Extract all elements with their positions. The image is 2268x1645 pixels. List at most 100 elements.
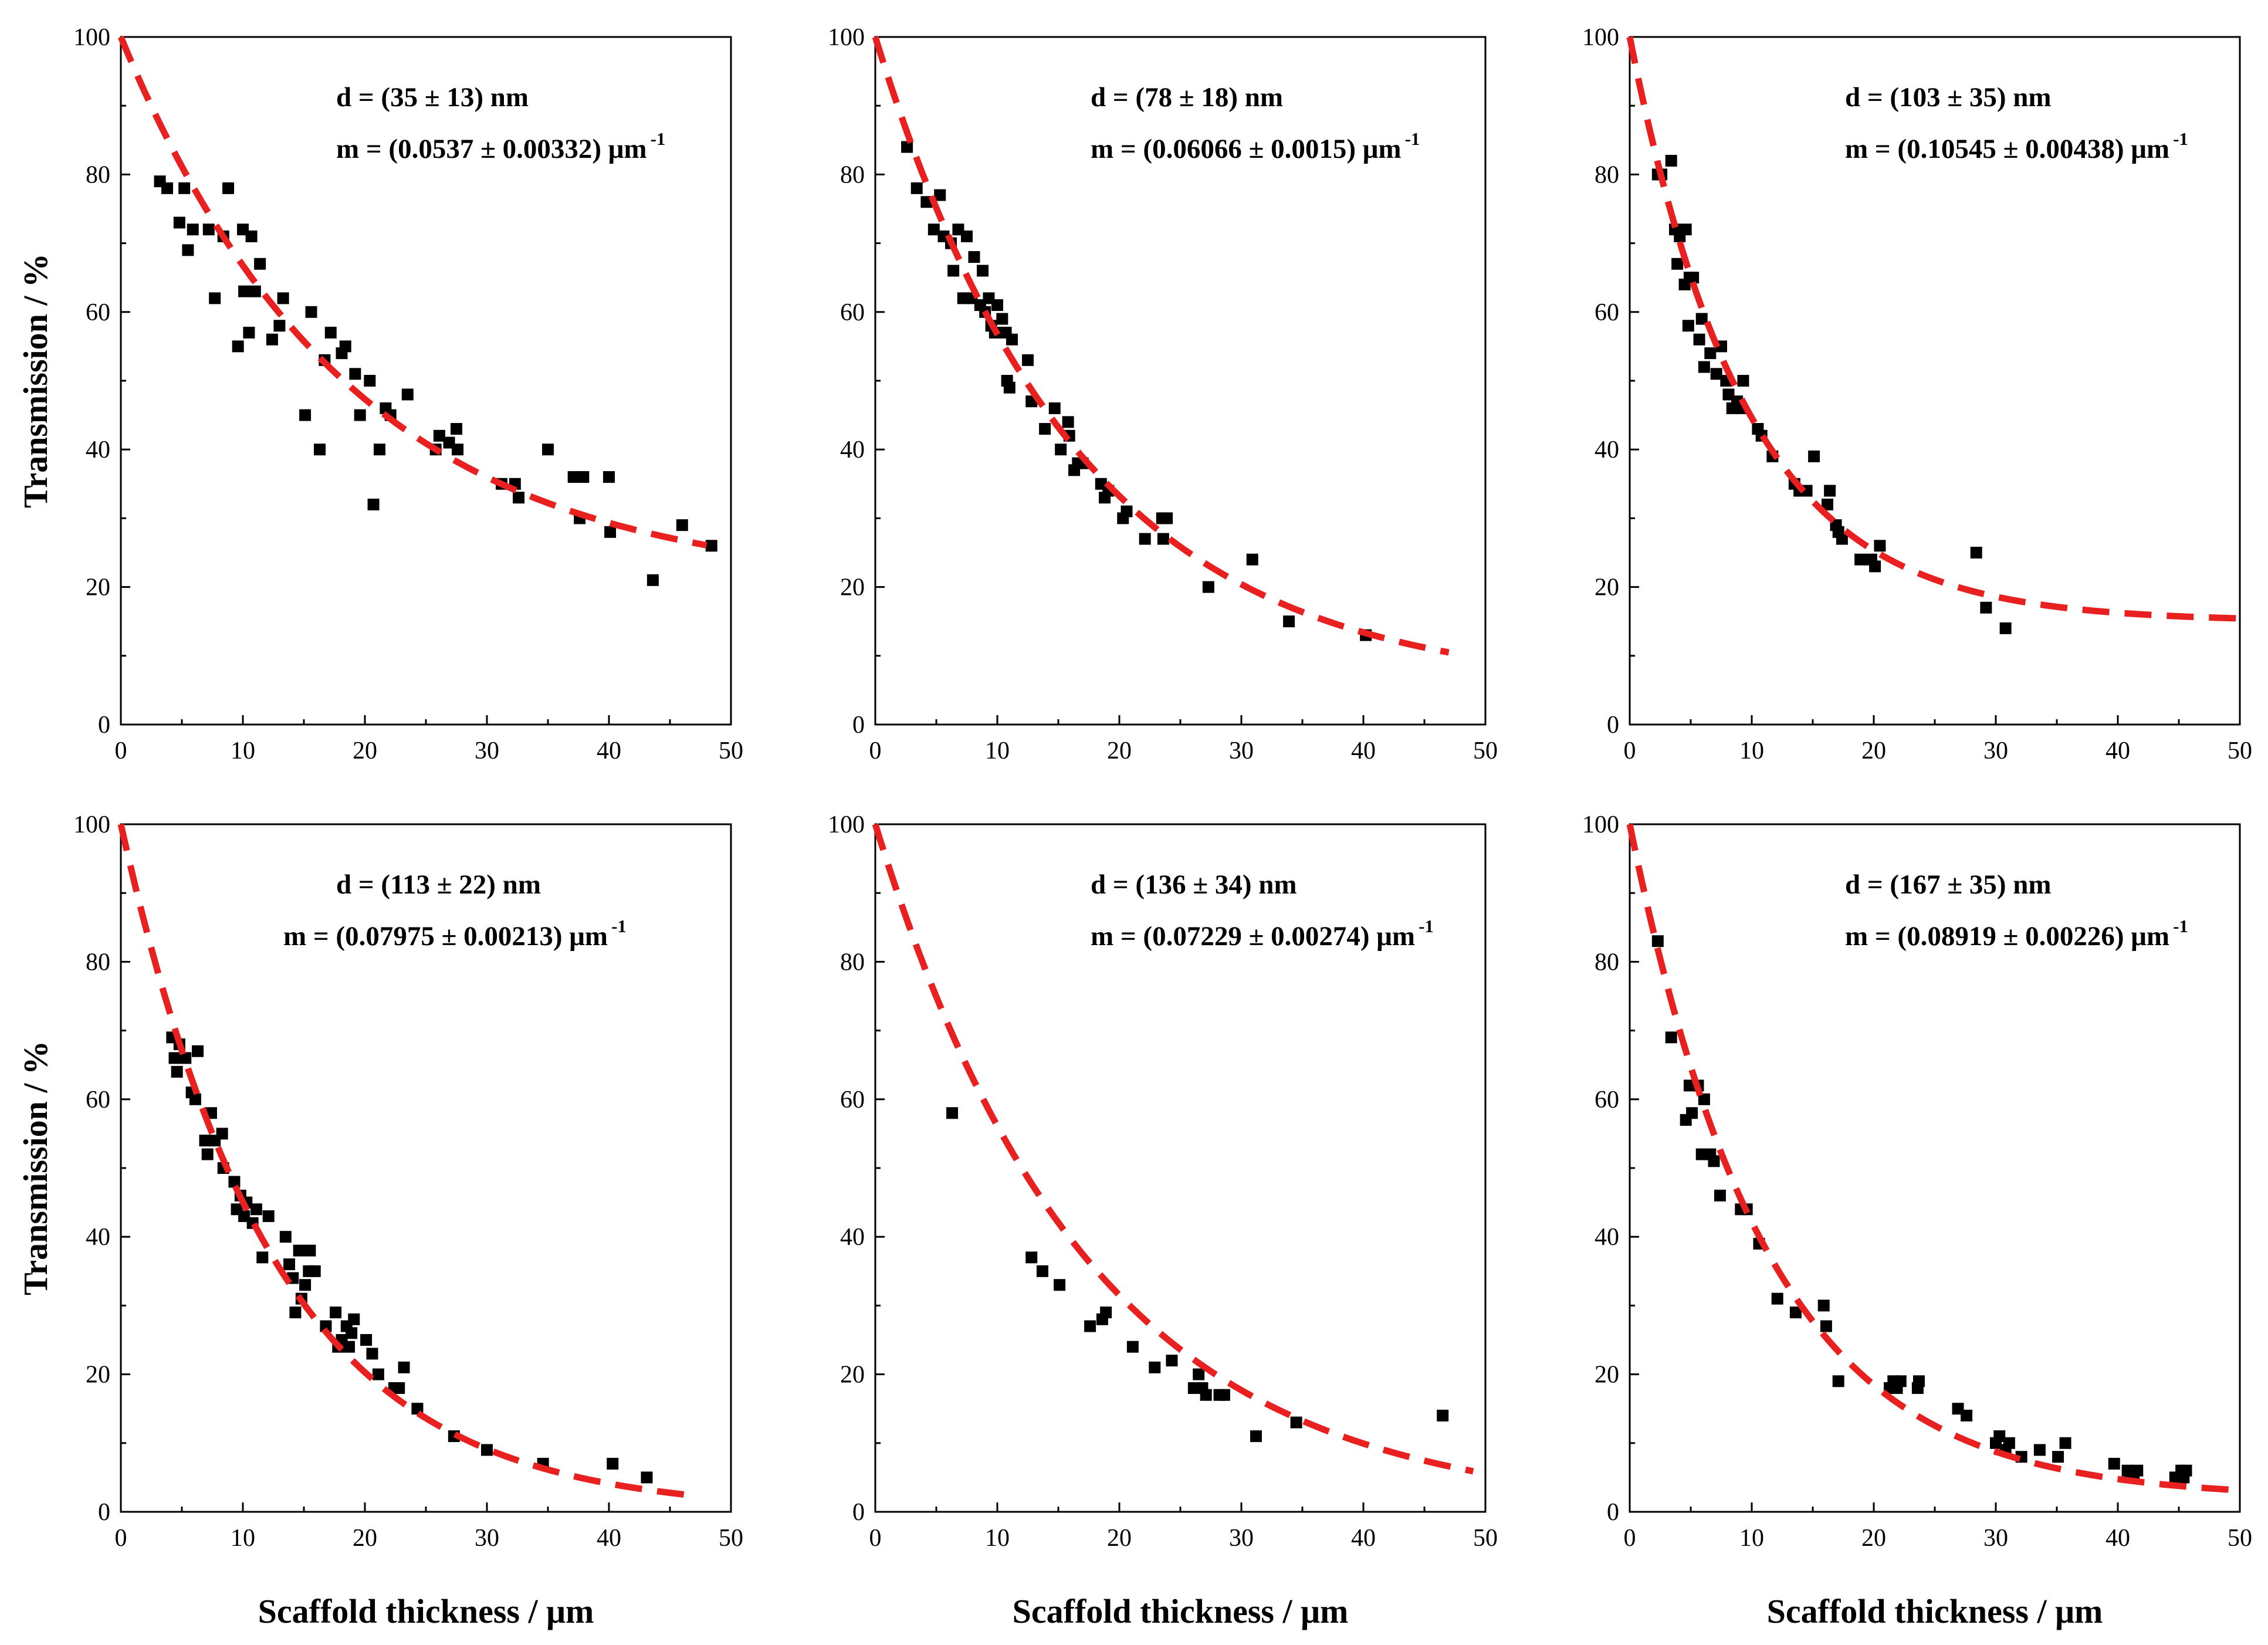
x-tick-label: 30 xyxy=(1983,737,2008,764)
x-tick-label: 0 xyxy=(1624,737,1636,764)
data-point xyxy=(1671,258,1684,270)
data-point xyxy=(324,326,337,339)
data-point xyxy=(339,340,351,353)
data-point xyxy=(1693,333,1705,346)
y-tick-label: 100 xyxy=(73,24,110,51)
x-tick-label: 50 xyxy=(719,1525,743,1552)
data-point xyxy=(192,1045,204,1057)
data-point xyxy=(1157,533,1169,545)
x-tick-label: 30 xyxy=(1229,737,1254,764)
fit-curve xyxy=(872,823,1474,1475)
data-point xyxy=(1100,1306,1112,1319)
data-point xyxy=(1121,505,1133,517)
annotation-slope-exponent: -1 xyxy=(1419,916,1434,936)
data-point xyxy=(646,574,659,586)
annotation-slope-exponent: -1 xyxy=(2173,128,2188,149)
annotation-slope: m = (0.08919 ± 0.00226) μm -1 xyxy=(1845,916,2188,952)
data-point xyxy=(1202,581,1214,593)
data-point xyxy=(1193,1368,1205,1380)
x-tick-label: 40 xyxy=(1351,1525,1376,1552)
data-point xyxy=(1687,272,1700,284)
data-point xyxy=(513,492,525,504)
data-point xyxy=(1149,1361,1161,1373)
y-tick-label: 20 xyxy=(840,1362,865,1389)
fit-curve xyxy=(872,36,1450,656)
x-tick-label: 20 xyxy=(1861,737,1886,764)
data-point xyxy=(364,375,376,387)
data-point xyxy=(1817,1299,1830,1312)
data-point xyxy=(641,1471,653,1484)
data-point xyxy=(173,216,185,229)
annotation-slope-exponent: -1 xyxy=(651,128,666,149)
annotation-slope: m = (0.07229 ± 0.00274) μm -1 xyxy=(1091,916,1434,952)
data-point xyxy=(1970,547,1982,559)
annotation-slope-text: m = (0.10545 ± 0.00438) μm xyxy=(1845,134,2169,164)
annotation-diameter: d = (78 ± 18) nm xyxy=(1091,82,1283,113)
data-point xyxy=(1006,333,1018,346)
annotation-slope-text: m = (0.07975 ± 0.00213) μm xyxy=(283,921,608,952)
data-point xyxy=(216,1128,228,1140)
x-tick-label: 40 xyxy=(2105,737,2130,764)
data-point xyxy=(254,258,266,270)
data-point xyxy=(901,141,913,153)
data-point xyxy=(1737,375,1749,387)
annotation-slope-text: m = (0.06066 ± 0.0015) μm xyxy=(1091,134,1402,164)
data-point xyxy=(349,368,361,380)
data-point xyxy=(977,265,989,277)
x-tick-label: 0 xyxy=(869,737,882,764)
data-point xyxy=(1290,1416,1302,1429)
y-tick-label: 100 xyxy=(828,811,865,838)
data-point xyxy=(2052,1451,2064,1463)
x-tick-label: 10 xyxy=(1739,1525,1764,1552)
data-point xyxy=(1869,560,1881,573)
data-point xyxy=(1062,416,1074,428)
data-point xyxy=(1682,320,1694,332)
y-tick-label: 100 xyxy=(73,811,110,838)
data-point xyxy=(398,1361,410,1373)
data-point xyxy=(1161,512,1173,524)
data-point xyxy=(250,1203,262,1216)
y-tick-label: 100 xyxy=(828,24,865,51)
x-tick-label: 10 xyxy=(231,1525,255,1552)
data-point xyxy=(178,182,191,194)
data-point xyxy=(2108,1457,2120,1470)
annotation-slope: m = (0.07975 ± 0.00213) μm -1 xyxy=(283,916,627,952)
data-point xyxy=(1055,444,1067,456)
y-tick-label: 40 xyxy=(1595,1224,1619,1251)
y-tick-label: 60 xyxy=(840,1086,865,1113)
y-tick-label: 0 xyxy=(1607,1499,1619,1526)
x-tick-label: 10 xyxy=(231,737,255,764)
data-point xyxy=(238,285,251,297)
y-axis-label: Transmission / % xyxy=(16,1041,55,1295)
data-point xyxy=(266,333,278,346)
x-tick-label: 0 xyxy=(115,1525,127,1552)
y-tick-label: 60 xyxy=(1595,1086,1619,1113)
data-point xyxy=(1980,601,1992,614)
y-tick-label: 40 xyxy=(86,436,110,463)
data-point xyxy=(367,498,380,510)
y-tick-label: 40 xyxy=(1595,436,1619,463)
data-point xyxy=(249,285,261,297)
data-point xyxy=(289,1306,302,1319)
annotation-diameter: d = (167 ± 35) nm xyxy=(1845,869,2052,900)
data-point xyxy=(1912,1375,1925,1387)
data-point xyxy=(1854,553,1867,566)
data-point xyxy=(2059,1437,2071,1449)
data-point xyxy=(1054,1279,1066,1291)
annotation-diameter: d = (35 ± 13) nm xyxy=(336,82,529,113)
x-tick-label: 50 xyxy=(1473,737,1498,764)
data-point xyxy=(481,1444,493,1456)
x-tick-label: 50 xyxy=(2228,1525,2252,1552)
x-tick-label: 10 xyxy=(1739,737,1764,764)
data-point xyxy=(354,409,366,421)
annotation-slope-exponent: -1 xyxy=(1405,128,1420,149)
data-point xyxy=(604,526,617,538)
data-point xyxy=(1961,1409,1973,1421)
y-tick-label: 100 xyxy=(1582,811,1619,838)
data-point xyxy=(2033,1444,2046,1456)
x-tick-label: 30 xyxy=(1229,1525,1254,1552)
data-point xyxy=(256,1251,269,1264)
data-point xyxy=(968,251,980,263)
y-tick-label: 20 xyxy=(86,574,110,601)
data-point xyxy=(1894,1375,1907,1387)
